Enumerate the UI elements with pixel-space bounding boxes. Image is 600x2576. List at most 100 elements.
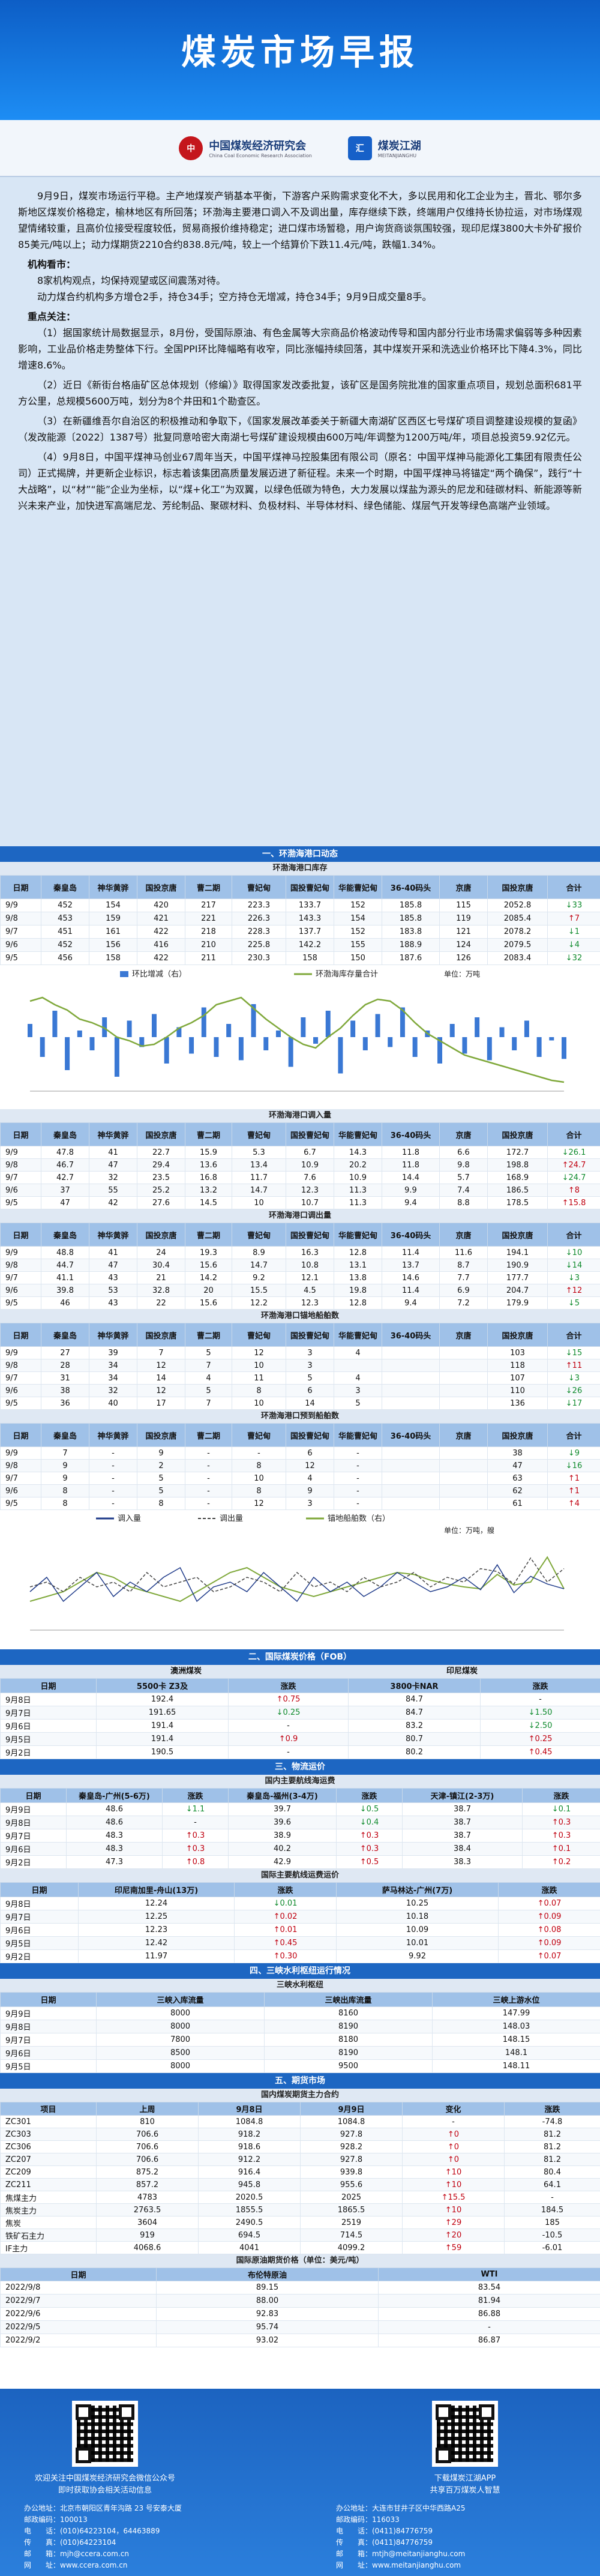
table-cell: 13.7 [382, 1259, 440, 1272]
table-cell: ↑24.7 [547, 1158, 600, 1172]
table-cell: 927.8 [300, 2153, 403, 2166]
table-cell: ↓0.1 [522, 1802, 600, 1816]
table-cell: 9月8日 [0, 1693, 97, 1706]
bar [226, 1024, 232, 1037]
table-subheading: 环渤海港口预到船舶数 [0, 1410, 600, 1423]
column-header: 布伦特原油 [156, 2268, 379, 2281]
table-cell: 16.8 [185, 1171, 232, 1184]
column-header: 涨跌 [336, 1788, 403, 1803]
table-cell: 9.9 [382, 1184, 440, 1197]
table-cell: 7.6 [286, 1171, 334, 1184]
table-cell: 810 [96, 2115, 199, 2128]
table-cell: 9 [137, 1446, 185, 1460]
table-cell: 8000 [96, 2059, 265, 2073]
column-header: 神华黄骅 [89, 1323, 137, 1347]
logo-sub: MEITANJIANGHU [377, 153, 417, 158]
table-row: 9/5 46 43 22 15.6 12.2 12.3 12.8 9.4 7.2 179.9 ↓5 [0, 1296, 600, 1310]
table-cell: 43 [89, 1296, 137, 1310]
table-cell: ↑0.75 [228, 1693, 349, 1706]
column-header: 日期 [0, 1678, 97, 1693]
bar [412, 1037, 418, 1057]
table-subheading: 环渤海港口调出量 [0, 1209, 600, 1223]
table-cell: 10 [232, 1397, 286, 1410]
table-cell: 9/8 [0, 1259, 41, 1272]
dam-table: 三峡水利枢纽 日期 三峡入库流量 三峡出库流量 三峡上游水位 9月9日 8000 8160 14… [0, 1979, 600, 2073]
legend-swatch [120, 971, 128, 977]
table-cell: 12 [232, 1346, 286, 1359]
table-cell: ↑0.3 [522, 1829, 600, 1843]
table-cell: 80.4 [504, 2165, 600, 2179]
column-header: 国投京唐 [487, 1423, 548, 1447]
table-row: 9/6 37 55 25.2 13.2 14.7 12.3 11.3 9.9 7.4 186.5 ↑8 [0, 1184, 600, 1197]
legend-label: 环比增减（右） [132, 970, 187, 979]
column-header: 萨马林达-广州(7万) [336, 1882, 499, 1897]
bar [275, 1031, 281, 1037]
table-cell: 焦煤主力 [0, 2191, 97, 2204]
table-cell: - [185, 1484, 232, 1497]
table-cell: 4041 [198, 2241, 301, 2254]
footer-contact-left: 办公地址：北京市朝阳区青年沟路 23 号安泰大厦 邮政编码：100013 电 话… [24, 2504, 182, 2569]
table-cell: 2020.5 [198, 2191, 301, 2204]
column-header: 神华黄骅 [89, 1423, 137, 1447]
table-cell: 46.7 [41, 1158, 89, 1172]
table-cell: 83.54 [378, 2281, 600, 2295]
bar [562, 1037, 566, 1059]
table-cell: 11.7 [232, 1171, 286, 1184]
column-header: 神华黄骅 [89, 1223, 137, 1247]
table-cell: 919 [96, 2228, 199, 2242]
table-cell: 9月8日 [0, 2020, 97, 2033]
table-row: 9/7 451 161 422 218 228.3 137.7 152 183.8 121 2078… [0, 925, 600, 939]
table-cell: ↑15.5 [402, 2191, 505, 2204]
table-cell: 1865.5 [300, 2203, 403, 2216]
column-header: 曹二期 [185, 875, 232, 899]
table-cell: 2025 [300, 2191, 403, 2204]
table-cell: 11.6 [439, 1246, 488, 1259]
table-cell: ZC303 [0, 2128, 97, 2141]
section-title: 一、环渤海港口动态 [0, 846, 600, 862]
table-cell: ↓16 [547, 1459, 600, 1472]
table-cell: 9月2日 [0, 1745, 97, 1759]
table-cell: 55 [89, 1184, 137, 1197]
column-header: 京唐 [439, 1223, 488, 1247]
table-cell: ZC207 [0, 2153, 97, 2166]
table-cell: 2022/9/7 [0, 2294, 157, 2308]
table-cell: 452 [41, 938, 89, 952]
table-cell: ↓3 [547, 1371, 600, 1385]
table-cell: 11 [232, 1371, 286, 1385]
table-cell: ZC209 [0, 2165, 97, 2179]
sub-right: 印尼煤炭 [446, 1667, 478, 1676]
table-cell: 5 [185, 1384, 232, 1397]
table-cell: ↑0.5 [336, 1855, 403, 1869]
table-cell: 1084.8 [300, 2115, 403, 2128]
column-header: 日期 [0, 1122, 41, 1146]
qr-corner [119, 2404, 134, 2420]
table-cell: 53 [89, 1284, 137, 1297]
table-cell: 179.9 [487, 1296, 548, 1310]
column-header: 涨跌 [504, 2102, 600, 2116]
table-cell: 191.65 [96, 1706, 229, 1720]
table-cell: 2 [137, 1459, 185, 1472]
table-cell: 11.4 [382, 1284, 440, 1297]
table-cell: 194.1 [487, 1246, 548, 1259]
data-table: 日期 印尼南加里-舟山(13万) 涨跌 萨马林达-广州(7万) 涨跌 9月8日 12.24 ↓… [0, 1882, 600, 1963]
qr-code-wechat[interactable] [72, 2401, 138, 2467]
table-cell: 47.3 [66, 1855, 163, 1869]
table-cell: 42.9 [228, 1855, 337, 1869]
table-cell: - [402, 2115, 505, 2128]
table-row: 9月5日 12.42 ↑0.45 10.01 ↑0.09 [0, 1936, 600, 1950]
table-cell: ↓3 [547, 1271, 600, 1284]
table-cell: 217 [185, 898, 232, 912]
column-header: 日期 [0, 1323, 41, 1347]
bar [325, 1011, 331, 1037]
table-cell: 177.7 [487, 1271, 548, 1284]
qr-code-app[interactable] [432, 2401, 498, 2467]
table-cell: 88.00 [156, 2294, 379, 2308]
column-header: 华能曹妃甸 [334, 1423, 382, 1447]
table-subheading: 环渤海港口锚地船舶数 [0, 1310, 600, 1323]
table-row: 9月7日 48.3 ↑0.3 38.9 ↑0.3 38.7 ↑0.3 [0, 1829, 600, 1843]
column-header: 国投京唐 [137, 1122, 185, 1146]
table-cell: 875.2 [96, 2165, 199, 2179]
table-cell: ↑4 [547, 1497, 600, 1510]
series-line [29, 1556, 565, 1602]
section-title: 四、三峡水利枢纽运行情况 [0, 1963, 600, 1979]
